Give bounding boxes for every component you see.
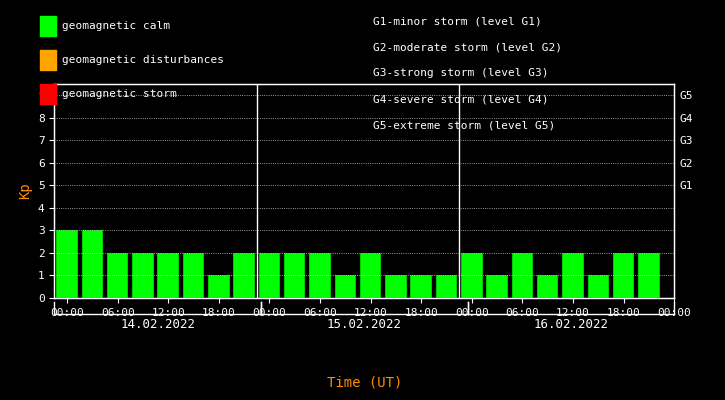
Bar bbox=[310, 253, 331, 298]
Text: geomagnetic disturbances: geomagnetic disturbances bbox=[62, 55, 223, 65]
Bar bbox=[436, 276, 457, 298]
Bar bbox=[284, 253, 305, 298]
Bar bbox=[410, 276, 432, 298]
Text: G4-severe storm (level G4): G4-severe storm (level G4) bbox=[373, 94, 549, 104]
Text: G5-extreme storm (level G5): G5-extreme storm (level G5) bbox=[373, 120, 555, 130]
Text: Time (UT): Time (UT) bbox=[327, 376, 402, 390]
Bar bbox=[512, 253, 533, 298]
Bar bbox=[461, 253, 483, 298]
Bar bbox=[613, 253, 634, 298]
Bar bbox=[82, 230, 103, 298]
Text: 14.02.2022: 14.02.2022 bbox=[120, 318, 195, 331]
Text: geomagnetic storm: geomagnetic storm bbox=[62, 89, 176, 99]
Text: geomagnetic calm: geomagnetic calm bbox=[62, 21, 170, 31]
Text: G1-minor storm (level G1): G1-minor storm (level G1) bbox=[373, 16, 542, 26]
Bar bbox=[107, 253, 128, 298]
Text: G3-strong storm (level G3): G3-strong storm (level G3) bbox=[373, 68, 549, 78]
Bar bbox=[486, 276, 508, 298]
Text: 16.02.2022: 16.02.2022 bbox=[534, 318, 608, 331]
Bar bbox=[563, 253, 584, 298]
Text: 15.02.2022: 15.02.2022 bbox=[327, 318, 402, 331]
Bar bbox=[157, 253, 179, 298]
Bar bbox=[233, 253, 255, 298]
Text: G2-moderate storm (level G2): G2-moderate storm (level G2) bbox=[373, 42, 563, 52]
Bar bbox=[183, 253, 204, 298]
Bar bbox=[57, 230, 78, 298]
Bar bbox=[360, 253, 381, 298]
Bar bbox=[132, 253, 154, 298]
Bar bbox=[334, 276, 356, 298]
Bar bbox=[208, 276, 230, 298]
Bar bbox=[259, 253, 280, 298]
Bar bbox=[385, 276, 407, 298]
Bar bbox=[638, 253, 660, 298]
Bar bbox=[537, 276, 558, 298]
Y-axis label: Kp: Kp bbox=[18, 183, 33, 199]
Bar bbox=[587, 276, 609, 298]
